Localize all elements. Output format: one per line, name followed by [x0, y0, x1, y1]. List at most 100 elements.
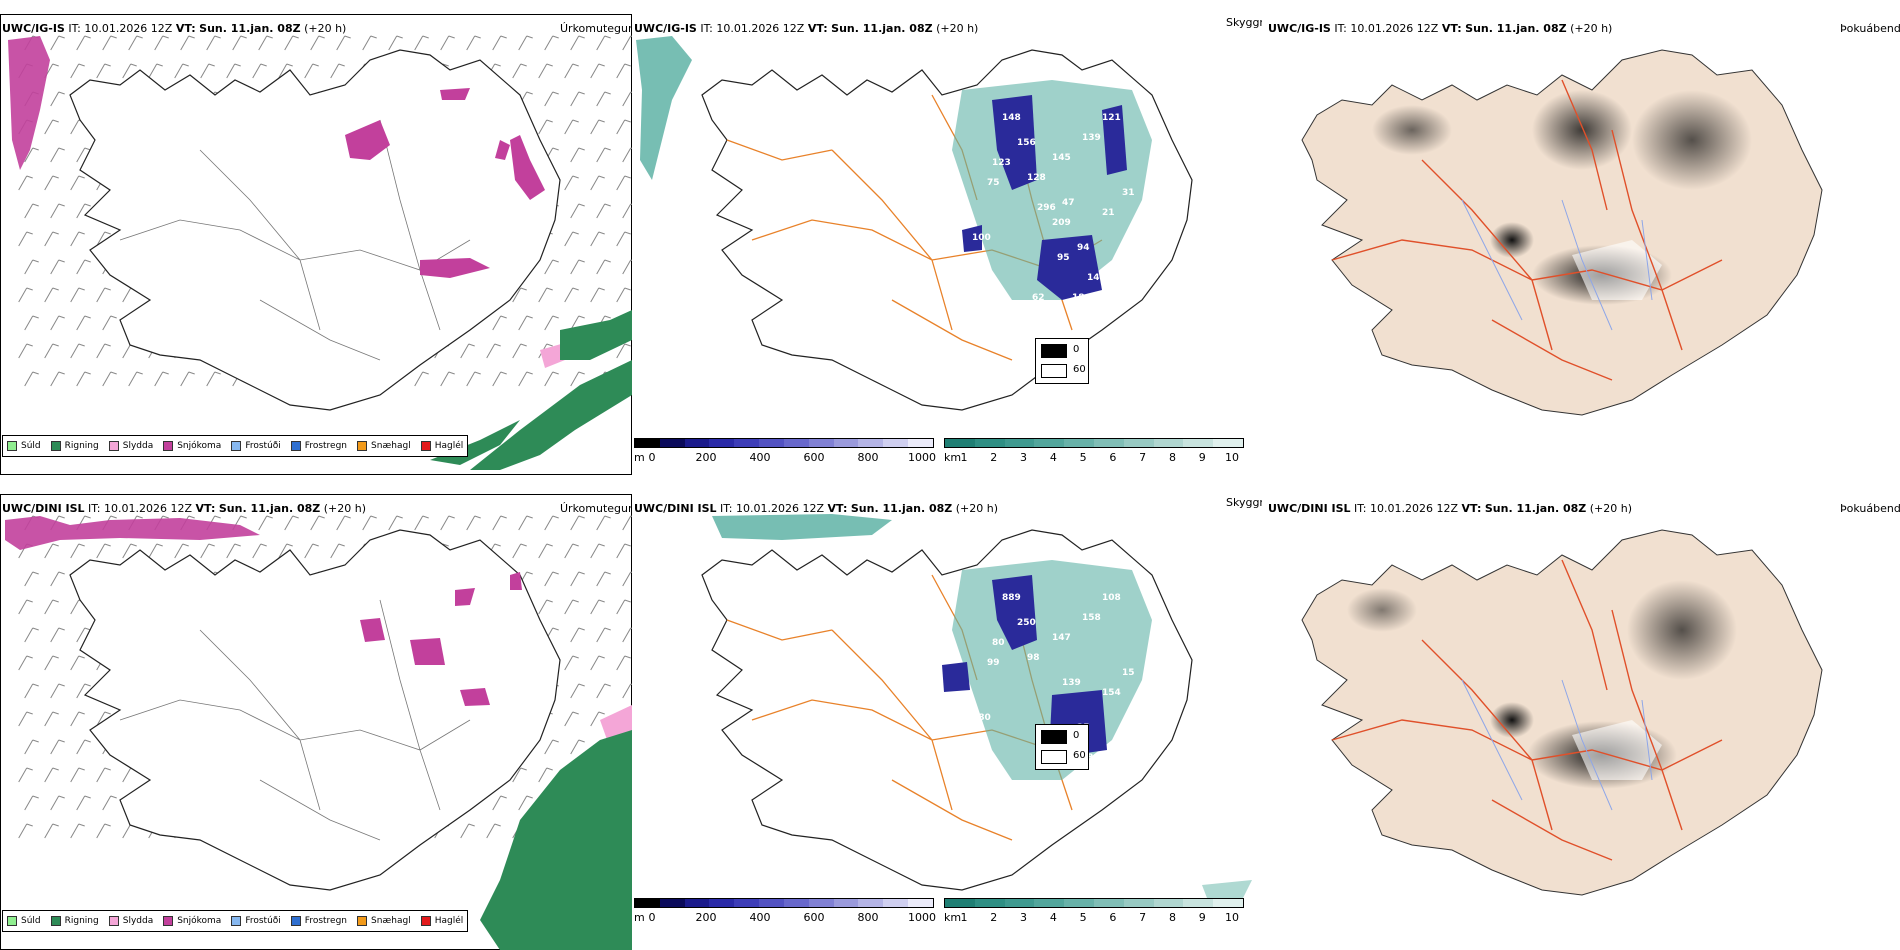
wind-barb	[180, 371, 195, 387]
wind-barb	[596, 515, 611, 531]
model-name: UWC/IG-IS	[634, 22, 697, 35]
wind-barb	[44, 119, 59, 135]
legend-swatch	[50, 441, 61, 451]
visibility-colorbar: km 1 2 3 4 5 6 7 8 9 10	[944, 898, 1244, 924]
legend-value-0: 0	[1073, 344, 1080, 355]
wind-barb	[24, 371, 39, 387]
wind-barb	[616, 543, 631, 559]
wind-barb	[414, 515, 429, 531]
wind-barb	[76, 35, 91, 51]
legend-item: Snjókoma	[163, 916, 221, 926]
wind-barb	[50, 371, 65, 387]
wind-barb	[96, 543, 111, 559]
snow-patch	[510, 135, 545, 200]
wind-barb	[70, 823, 85, 839]
colorbar-tick: 2	[990, 451, 998, 464]
wind-barb	[200, 543, 215, 559]
wind-barb	[544, 259, 559, 275]
teal-fog-sea	[1202, 880, 1252, 900]
wind-barb	[284, 515, 299, 531]
fog-panel-bottom: UWC/DINI ISL IT: 10.01.2026 12Z VT: Sun.…	[1262, 480, 1900, 950]
legend-label: Frostregn	[304, 916, 348, 926]
wind-barb	[252, 543, 267, 559]
legend-value-60: 60	[1073, 750, 1086, 761]
colorbar-bin	[1004, 439, 1035, 447]
wind-barb	[622, 515, 632, 531]
wind-barb	[258, 515, 273, 531]
wind-barb	[76, 371, 91, 387]
colorbar-tick: 8	[1168, 911, 1176, 924]
wind-barb	[24, 571, 39, 587]
wind-barb	[96, 711, 111, 727]
wind-barb	[440, 35, 455, 51]
wind-barb	[70, 655, 85, 671]
colorbar-bin	[1093, 899, 1124, 907]
wind-barb	[76, 683, 91, 699]
snow-patch	[460, 688, 490, 706]
colorbar-unit: m	[634, 911, 645, 924]
wind-barb	[564, 63, 579, 79]
wind-barb	[570, 259, 585, 275]
it-value: 10.01.2026 12Z	[716, 22, 805, 35]
wind-barb	[362, 35, 377, 51]
colorbar-tick: 5	[1079, 911, 1087, 924]
legend-item: Frostregn	[290, 441, 347, 451]
wind-barb	[18, 767, 33, 783]
wind-barb	[564, 711, 579, 727]
rain-band	[470, 360, 632, 470]
precip-map-top	[8, 35, 632, 470]
wind-barb	[206, 371, 221, 387]
model-name: UWC/IG-IS	[2, 22, 65, 35]
wind-barb	[466, 35, 481, 51]
precip-legend: Súld Rigning Slydda Snjókoma Frostúði Frostre…	[2, 910, 469, 932]
wind-barb	[596, 571, 611, 587]
wind-barb	[538, 599, 553, 615]
ceiling-value-label: 121	[1102, 113, 1121, 123]
precip-type-panel-bottom: UWC/DINI ISL IT: 10.01.2026 12Z VT: Sun.…	[0, 480, 632, 950]
wind-barb	[50, 147, 65, 163]
colorbar-bin	[734, 899, 760, 907]
wind-barb	[70, 287, 85, 303]
colorbar-bin	[974, 439, 1005, 447]
vt-value: Sun. 11.jan. 08Z	[199, 22, 301, 35]
wind-barb	[44, 543, 59, 559]
wind-barb	[590, 119, 605, 135]
wind-barb	[96, 767, 111, 783]
legend-swatch-black	[1041, 730, 1067, 744]
it-value: 10.01.2026 12Z	[1350, 22, 1439, 35]
wind-barb	[622, 147, 632, 163]
visibility-colorbar: km 1 2 3 4 5 6 7 8 9 10	[944, 438, 1244, 464]
wind-barb	[24, 203, 39, 219]
ceiling-value-label: 95	[1057, 253, 1070, 263]
ceiling-value-label: 158	[1082, 613, 1101, 623]
panel-header-bottom-right: UWC/DINI ISL IT: 10.01.2026 12Z VT: Sun.…	[1268, 502, 1632, 515]
wind-barb	[492, 795, 507, 811]
colorbar-bin	[783, 439, 809, 447]
vt-label: VT:	[1441, 22, 1462, 35]
wind-barb	[492, 371, 507, 387]
wind-barb	[492, 315, 507, 331]
legend-item: Rigning	[50, 916, 99, 926]
colorbar-tick: 400	[749, 451, 771, 464]
it-label: IT:	[68, 22, 81, 35]
model-name: UWC/DINI ISL	[2, 502, 85, 515]
legend-label: Snjókoma	[177, 441, 222, 451]
wind-barb	[50, 203, 65, 219]
legend-item: Slydda	[108, 441, 153, 451]
wind-barb	[538, 767, 553, 783]
lead-time: (+20 h)	[955, 502, 999, 515]
colorbar-bin	[1183, 439, 1214, 447]
wind-barb	[512, 63, 527, 79]
visibility-title: Skyggni	[1226, 496, 1262, 509]
wind-barb	[310, 515, 325, 531]
colorbar-bin	[659, 899, 685, 907]
wind-barb	[616, 287, 631, 303]
ceiling-value-label: 123	[992, 158, 1011, 168]
wind-barb	[596, 203, 611, 219]
ceiling-value-label: 98	[1027, 653, 1040, 663]
colorbar-tick: 2	[990, 911, 998, 924]
precip-type-panel-top: UWC/IG-IS IT: 10.01.2026 12Z VT: Sun. 11…	[0, 0, 632, 475]
ceiling-value-label: 889	[1002, 593, 1021, 603]
wind-barb	[518, 35, 533, 51]
it-value: 10.01.2026 12Z	[84, 22, 173, 35]
